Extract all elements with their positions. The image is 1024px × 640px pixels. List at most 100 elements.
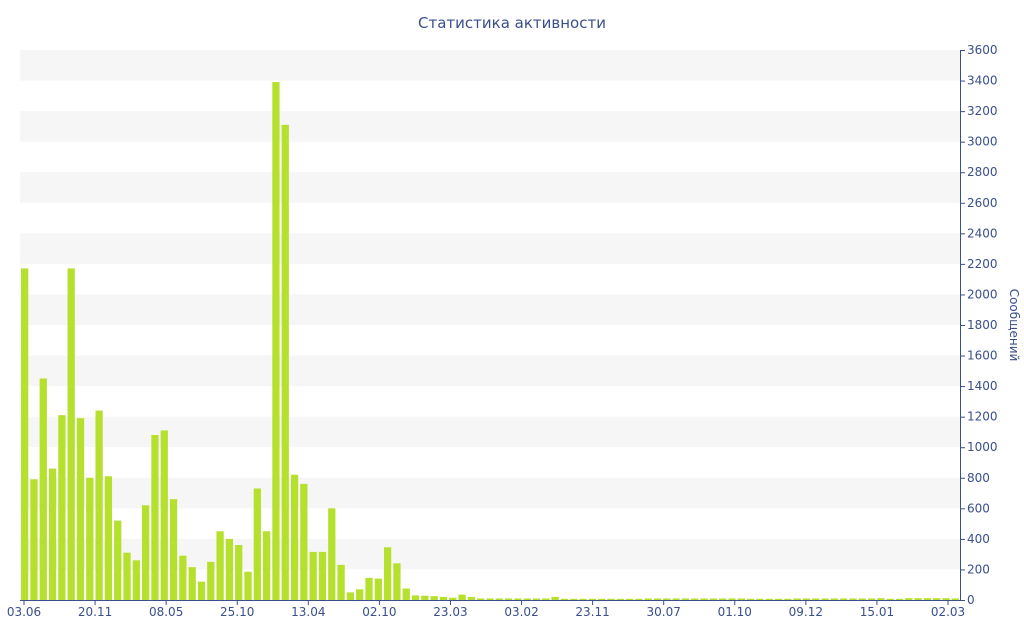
bar — [430, 596, 438, 600]
bar — [849, 598, 857, 600]
x-tick-label: 23.03 — [433, 605, 467, 619]
bar — [160, 430, 168, 600]
bar — [123, 552, 131, 600]
bar — [532, 598, 541, 600]
bar — [514, 598, 522, 600]
bar — [951, 598, 959, 600]
bar — [244, 571, 252, 600]
y-tick-label: 1200 — [967, 410, 998, 424]
bar — [681, 598, 690, 600]
bar — [886, 598, 894, 600]
bar — [598, 598, 606, 600]
bar — [253, 488, 261, 600]
bar — [728, 598, 736, 600]
bar — [48, 468, 57, 600]
y-axis-title: Сообщений — [1007, 289, 1021, 362]
x-tick-label: 02.03 — [931, 605, 965, 619]
bar — [672, 598, 680, 600]
bar — [318, 551, 327, 601]
bar — [477, 598, 485, 600]
bar — [774, 598, 783, 600]
bar — [635, 598, 643, 600]
grid-bands — [20, 50, 960, 570]
bar — [393, 563, 401, 600]
y-tick-label: 2400 — [967, 226, 998, 240]
bar — [607, 598, 615, 600]
bar — [328, 508, 336, 600]
x-axis-ticks: 03.06 20.11 08.05 25.10 13.04 02.10 23.03 03.02… — [7, 600, 965, 619]
x-tick-label: 09.12 — [789, 605, 823, 619]
y-tick-label: 1000 — [967, 440, 998, 454]
bar — [551, 596, 559, 600]
y-axis-ticks: 0 200 400 600 800 1000 1200 1400 1600 1800 2000 220… — [960, 43, 998, 607]
bar — [756, 598, 764, 600]
y-tick-label: 2800 — [967, 165, 998, 179]
bar — [709, 598, 717, 600]
grid-band — [20, 50, 960, 81]
bar — [39, 378, 47, 600]
bar — [67, 268, 75, 600]
bar — [821, 598, 829, 600]
bar — [179, 555, 187, 600]
bar — [877, 598, 885, 600]
bar — [132, 560, 140, 600]
x-tick-label: 15.01 — [860, 605, 894, 619]
bar — [812, 598, 820, 600]
chart-title: Статистика активности — [418, 14, 606, 32]
x-tick-label: 08.05 — [149, 605, 183, 619]
bar — [914, 598, 922, 600]
bar — [644, 598, 652, 600]
bar — [197, 581, 206, 600]
bar — [802, 598, 811, 600]
bar — [495, 598, 503, 600]
x-tick-label: 25.10 — [220, 605, 254, 619]
x-tick-label: 01.10 — [718, 605, 752, 619]
bar — [923, 598, 932, 600]
bar — [663, 598, 671, 600]
bar — [933, 598, 941, 600]
bar — [765, 598, 773, 600]
y-tick-label: 600 — [967, 501, 990, 515]
bar — [346, 592, 355, 600]
bar — [942, 598, 950, 600]
bar — [263, 531, 271, 600]
bar — [700, 598, 708, 600]
y-tick-label: 400 — [967, 532, 990, 546]
bar — [142, 505, 150, 600]
y-tick-label: 2000 — [967, 287, 998, 301]
y-tick-label: 1600 — [967, 349, 998, 363]
grid-band — [20, 294, 960, 325]
bar — [616, 598, 624, 600]
y-tick-label: 3600 — [967, 43, 998, 57]
bar — [560, 598, 569, 600]
bar — [421, 595, 429, 600]
y-tick-label: 200 — [967, 562, 990, 576]
bar — [737, 598, 745, 600]
y-tick-label: 2600 — [967, 196, 998, 210]
bar — [86, 477, 94, 600]
bar — [104, 476, 113, 600]
bar — [337, 564, 345, 600]
bar — [402, 588, 410, 600]
x-tick-label: 23.11 — [575, 605, 609, 619]
bar — [840, 598, 848, 600]
bar — [76, 418, 85, 600]
bar — [300, 483, 308, 600]
bar — [579, 598, 587, 600]
bar — [719, 598, 727, 600]
bar — [691, 598, 699, 600]
x-tick-label: 02.10 — [362, 605, 396, 619]
bars — [21, 82, 959, 601]
y-tick-label: 3400 — [967, 74, 998, 88]
bar — [225, 538, 234, 600]
grid-band — [20, 416, 960, 448]
bar — [272, 82, 280, 600]
grid-band — [20, 111, 960, 142]
bar — [114, 520, 122, 600]
bar — [216, 531, 224, 600]
x-tick-label: 03.02 — [504, 605, 538, 619]
bar — [374, 578, 382, 600]
bar — [58, 415, 66, 600]
x-tick-label: 03.06 — [7, 605, 41, 619]
